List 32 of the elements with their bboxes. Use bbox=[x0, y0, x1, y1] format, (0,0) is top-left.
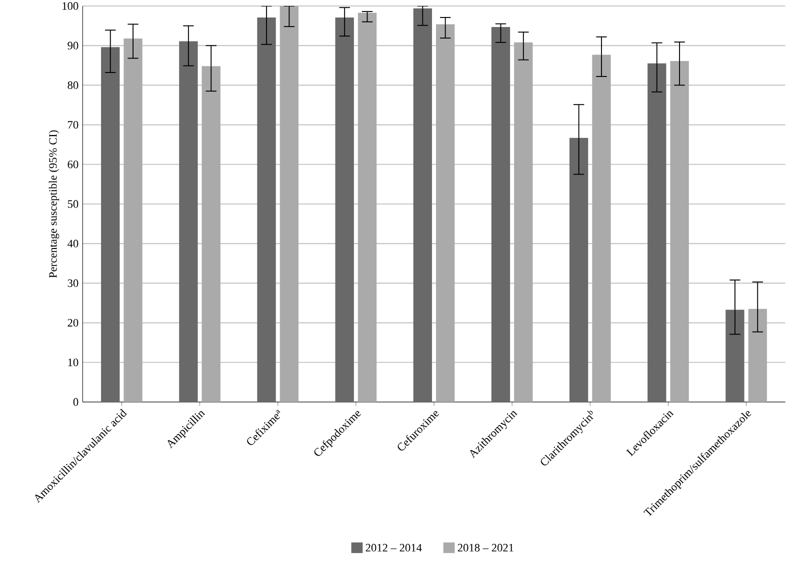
bar bbox=[569, 138, 588, 402]
y-tick-label: 20 bbox=[68, 318, 78, 327]
y-tick-label: 30 bbox=[68, 279, 78, 288]
legend-label: 2018 – 2021 bbox=[458, 544, 514, 552]
bar bbox=[592, 54, 611, 402]
bar bbox=[748, 308, 767, 402]
bar bbox=[670, 61, 689, 402]
y-tick-label: 70 bbox=[68, 120, 78, 129]
bar bbox=[413, 8, 432, 402]
bar bbox=[101, 47, 120, 402]
bar bbox=[726, 310, 744, 402]
bar bbox=[257, 17, 276, 402]
bar bbox=[648, 63, 666, 402]
y-tick-label: 40 bbox=[68, 240, 78, 248]
y-tick-label: 10 bbox=[68, 358, 78, 366]
bar bbox=[491, 26, 510, 402]
y-tick-label: 50 bbox=[68, 200, 78, 208]
y-tick-label: 60 bbox=[68, 160, 78, 168]
y-axis-title: Percentage susceptible (95% CI) bbox=[48, 130, 60, 278]
bar bbox=[358, 12, 377, 402]
bar bbox=[202, 66, 220, 402]
bar bbox=[436, 24, 455, 402]
legend-label: 2012 – 2014 bbox=[366, 544, 422, 552]
bar bbox=[179, 41, 198, 402]
bar bbox=[335, 17, 354, 402]
y-tick-label: 0 bbox=[73, 398, 78, 406]
y-tick-label: 80 bbox=[68, 81, 78, 90]
bar bbox=[124, 38, 142, 402]
bar bbox=[514, 42, 533, 402]
y-tick-label: 100 bbox=[62, 2, 78, 10]
bar bbox=[280, 6, 299, 402]
y-tick-label: 90 bbox=[68, 42, 78, 50]
